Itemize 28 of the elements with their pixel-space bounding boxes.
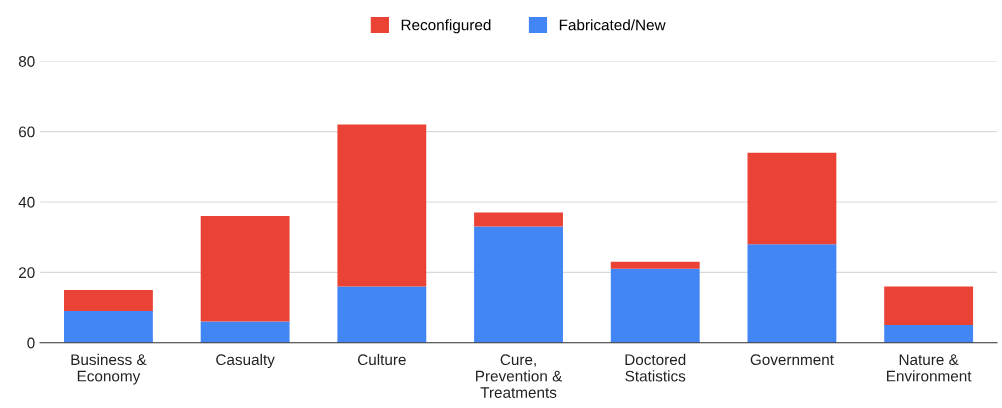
bar bbox=[64, 311, 153, 343]
bar bbox=[610, 261, 700, 269]
x-tick-label: Culture bbox=[357, 353, 406, 366]
bar bbox=[64, 289, 153, 312]
bar bbox=[747, 244, 837, 343]
bar bbox=[200, 321, 290, 343]
bar bbox=[747, 152, 837, 245]
bar bbox=[610, 268, 700, 343]
x-tick-label: Cure, Prevention & Treatments bbox=[476, 354, 563, 398]
y-tick-label: 80 bbox=[18, 56, 35, 67]
y-tick-label: 40 bbox=[18, 196, 35, 208]
y-tick-label: 0 bbox=[27, 337, 35, 349]
y-tick-label: 60 bbox=[19, 126, 35, 138]
bar bbox=[200, 216, 290, 322]
bar bbox=[474, 212, 563, 227]
y-tick-label: 20 bbox=[19, 267, 35, 279]
bar bbox=[884, 286, 974, 326]
x-tick-label: Business & Economy bbox=[71, 353, 147, 385]
bar bbox=[474, 226, 563, 343]
x-tick-label: Nature & Environment bbox=[887, 354, 972, 382]
legend-label: Fabricated/New bbox=[559, 19, 666, 31]
x-tick-label: Government bbox=[750, 354, 834, 366]
bar bbox=[337, 286, 427, 343]
bar bbox=[884, 325, 974, 343]
x-tick-label: Casualty bbox=[216, 353, 275, 369]
legend-label: Reconfigured bbox=[401, 19, 491, 34]
bar bbox=[337, 124, 427, 287]
x-tick-label: Doctored Statistics bbox=[625, 353, 686, 382]
